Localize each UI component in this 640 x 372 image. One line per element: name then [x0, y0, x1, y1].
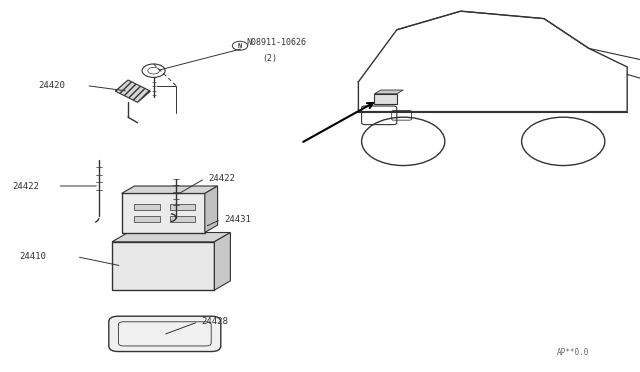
Text: 24422: 24422 — [208, 174, 235, 183]
FancyBboxPatch shape — [109, 316, 221, 352]
Polygon shape — [122, 186, 218, 193]
Polygon shape — [112, 232, 230, 242]
Text: 24431: 24431 — [224, 215, 251, 224]
Bar — [170, 204, 195, 210]
Polygon shape — [205, 186, 218, 232]
Text: AP**0.0: AP**0.0 — [556, 348, 589, 357]
Polygon shape — [374, 90, 403, 94]
Text: 24410: 24410 — [19, 252, 46, 261]
Bar — [134, 216, 160, 222]
Text: (2): (2) — [262, 54, 277, 63]
Bar — [170, 216, 195, 222]
Bar — [134, 204, 160, 210]
Text: 24428: 24428 — [202, 317, 228, 326]
Text: 24422: 24422 — [13, 182, 40, 190]
Text: 24420: 24420 — [38, 81, 65, 90]
Bar — [112, 242, 214, 290]
Polygon shape — [214, 232, 230, 290]
Bar — [122, 193, 205, 232]
Text: N: N — [238, 43, 242, 49]
Text: N08911-10626: N08911-10626 — [246, 38, 307, 46]
Polygon shape — [115, 80, 150, 102]
Bar — [374, 94, 397, 104]
